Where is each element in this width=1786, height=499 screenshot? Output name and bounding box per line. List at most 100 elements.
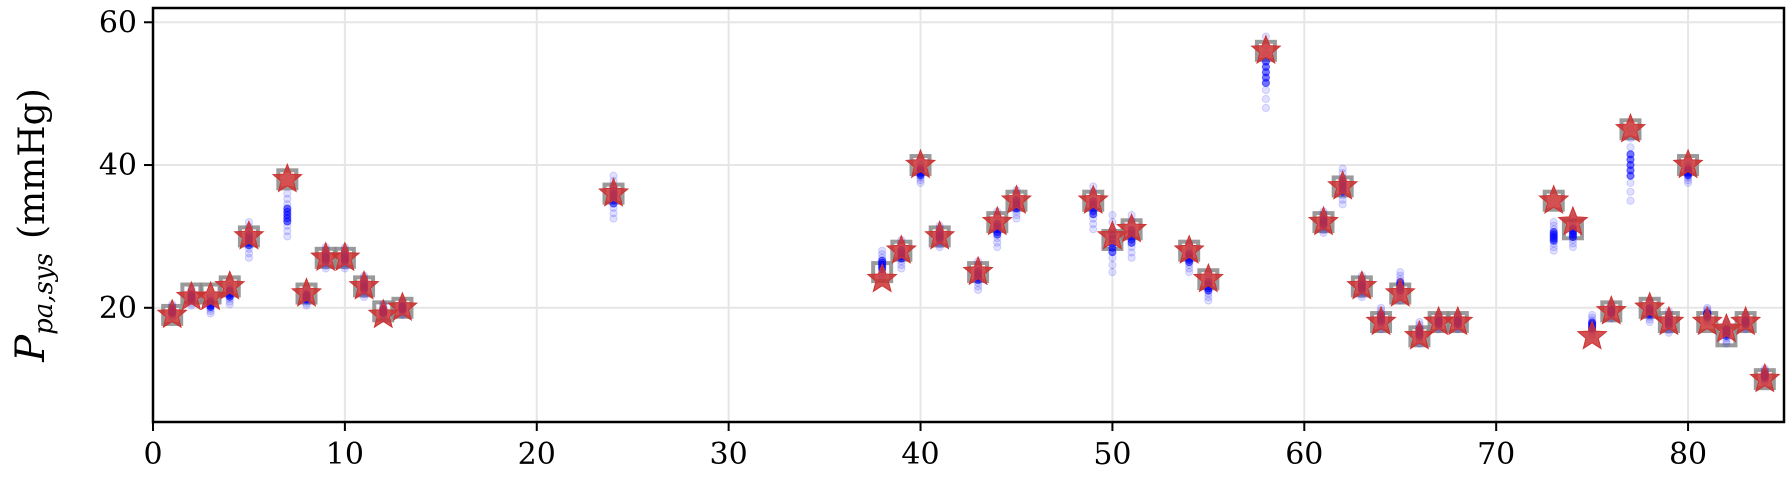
star-marker	[1077, 184, 1109, 215]
sample-marker	[897, 264, 906, 273]
sample-marker	[1338, 200, 1347, 209]
star-marker	[598, 177, 630, 207]
sample-marker	[1108, 260, 1117, 270]
sample-marker	[1261, 57, 1271, 66]
star-marker	[290, 277, 323, 307]
star-marker	[1672, 148, 1704, 179]
star-marker	[1730, 305, 1762, 336]
star-marker	[1173, 234, 1205, 264]
star-marker	[1614, 112, 1647, 143]
sample-marker	[1626, 150, 1635, 159]
y-tick-label: 20	[99, 291, 137, 326]
sample-marker	[878, 250, 887, 259]
grid	[152, 8, 1784, 422]
sample-marker	[609, 209, 618, 218]
sample-marker	[1396, 268, 1405, 277]
sample-marker	[973, 285, 983, 295]
star-marker	[214, 270, 246, 300]
x-tick-label: 40	[901, 437, 939, 472]
sample-marker	[1549, 246, 1558, 255]
star-marker	[885, 234, 917, 264]
sample-marker	[1549, 218, 1558, 227]
sample-marker	[1626, 178, 1635, 187]
sample-marker	[1568, 243, 1578, 252]
star-marker	[1000, 184, 1033, 215]
sample-marker	[283, 194, 292, 204]
y-axis-label-symbol: P	[8, 334, 54, 363]
star-marker	[156, 298, 188, 329]
sample-marker	[993, 243, 1002, 252]
square-markers	[161, 39, 1776, 391]
y-axis-label: Ppa,sys (mmHg)	[8, 88, 59, 363]
sample-marker	[878, 246, 887, 255]
sample-marker	[878, 253, 887, 262]
x-tick-label: 20	[518, 437, 556, 472]
star-marker	[962, 255, 994, 286]
star-marker	[386, 291, 418, 322]
star-marker	[271, 162, 303, 193]
star-marker	[1250, 34, 1282, 65]
sample-marker	[1089, 219, 1098, 229]
sample-marker	[1549, 221, 1558, 230]
star-marker	[1307, 205, 1340, 236]
x-tick-label: 80	[1669, 437, 1707, 472]
sample-marker	[1127, 253, 1136, 262]
sample-marker	[993, 238, 1002, 247]
star-marker	[1365, 305, 1397, 336]
x-tick-label: 60	[1285, 437, 1323, 472]
star-marker	[195, 280, 227, 311]
sample-marker	[1012, 214, 1021, 223]
x-tick-label: 70	[1477, 437, 1515, 472]
star-marker	[1710, 312, 1742, 343]
sample-marker	[1261, 85, 1271, 95]
x-tick-label: 30	[710, 437, 748, 472]
sample-marker	[1108, 268, 1117, 277]
sample-marker	[609, 214, 618, 223]
sample-marker	[1261, 94, 1271, 104]
y-axis-label-subscript: pa,sys	[29, 253, 59, 335]
star-marker	[1115, 212, 1148, 243]
star-marker	[1327, 170, 1359, 200]
star-marker	[1691, 305, 1723, 336]
sample-marker	[1626, 196, 1635, 205]
sample-marker	[283, 200, 292, 209]
star-marker	[329, 241, 361, 272]
y-tick-label: 40	[99, 148, 137, 183]
sample-marker	[244, 253, 254, 262]
star-marker	[1192, 262, 1224, 293]
star-marker	[904, 148, 937, 179]
y-tick-label: 60	[99, 5, 137, 40]
x-tick-label: 0	[143, 437, 162, 472]
plot-frame	[151, 6, 1786, 424]
star-marker	[1346, 270, 1378, 300]
y-axis-label-unit: (mmHg)	[12, 88, 53, 239]
star-marker	[1096, 220, 1129, 250]
sample-marker	[283, 232, 292, 241]
star-marker	[1653, 305, 1685, 336]
star-marker	[348, 270, 380, 300]
y-axis: 20 40 60	[99, 5, 153, 326]
star-marker	[1749, 362, 1781, 393]
sample-marker	[1626, 187, 1635, 196]
sample-marker	[283, 226, 292, 236]
sample-marker	[1127, 248, 1136, 257]
star-marker	[1634, 291, 1666, 322]
sample-marker	[1089, 225, 1098, 234]
star-marker	[1595, 295, 1627, 325]
x-tick-label: 50	[1093, 437, 1131, 472]
star-markers	[156, 34, 1781, 393]
star-marker	[367, 298, 399, 329]
sample-marker	[1588, 310, 1597, 320]
star-marker	[866, 262, 898, 293]
sample-marker	[1549, 228, 1558, 237]
sample-marker	[283, 189, 292, 198]
sample-marker	[1185, 268, 1194, 277]
sample-marker	[1338, 195, 1347, 204]
star-marker	[924, 220, 956, 250]
sample-marker	[1626, 143, 1635, 152]
sample-marker	[283, 204, 292, 213]
star-marker	[1576, 319, 1608, 350]
sample-marker	[244, 249, 254, 258]
star-marker	[1557, 205, 1589, 236]
